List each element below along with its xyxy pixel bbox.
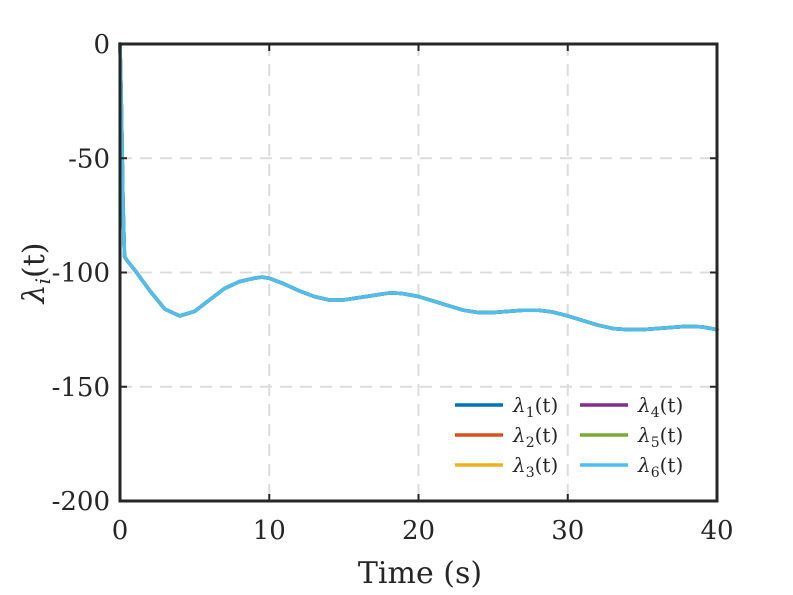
x-tick-label-3: 30 bbox=[551, 516, 584, 546]
legend: λ1(t)λ2(t)λ3(t) λ4(t)λ5(t)λ6(t) bbox=[455, 393, 683, 481]
x-tick-label-1: 10 bbox=[253, 516, 286, 546]
legend-label-2: λ2(t) bbox=[512, 423, 558, 451]
legend-label-6: λ6(t) bbox=[637, 453, 683, 481]
y-axis-title-main: λ bbox=[17, 284, 52, 304]
y-tick-label-3: -150 bbox=[52, 373, 110, 403]
legend-label-4: λ4(t) bbox=[637, 393, 683, 421]
x-axis-title: Time (s) bbox=[358, 556, 482, 591]
y-axis-title-sub: i bbox=[31, 278, 55, 284]
y-axis-title: λi(t) bbox=[17, 243, 55, 305]
axes bbox=[118, 42, 719, 503]
y-axis-title-tail: (t) bbox=[17, 243, 52, 278]
x-tick-label-0: 0 bbox=[112, 516, 129, 546]
series-lines bbox=[118, 42, 719, 332]
legend-label-1: λ1(t) bbox=[512, 393, 558, 421]
y-tick-label-2: -100 bbox=[52, 259, 110, 289]
series-line-6 bbox=[118, 42, 719, 332]
legend-label-3: λ3(t) bbox=[512, 453, 558, 481]
y-tick-label-1: -50 bbox=[68, 144, 110, 174]
x-tick-label-2: 20 bbox=[402, 516, 435, 546]
y-tick-label-0: 0 bbox=[93, 30, 110, 60]
grid-lines bbox=[120, 44, 717, 501]
tick-labels: 0 10 20 30 40 0 -50 -100 -150 -200 bbox=[52, 30, 734, 546]
legend-label-5: λ5(t) bbox=[637, 423, 683, 451]
x-tick-label-4: 40 bbox=[700, 516, 733, 546]
y-tick-label-4: -200 bbox=[52, 487, 110, 517]
